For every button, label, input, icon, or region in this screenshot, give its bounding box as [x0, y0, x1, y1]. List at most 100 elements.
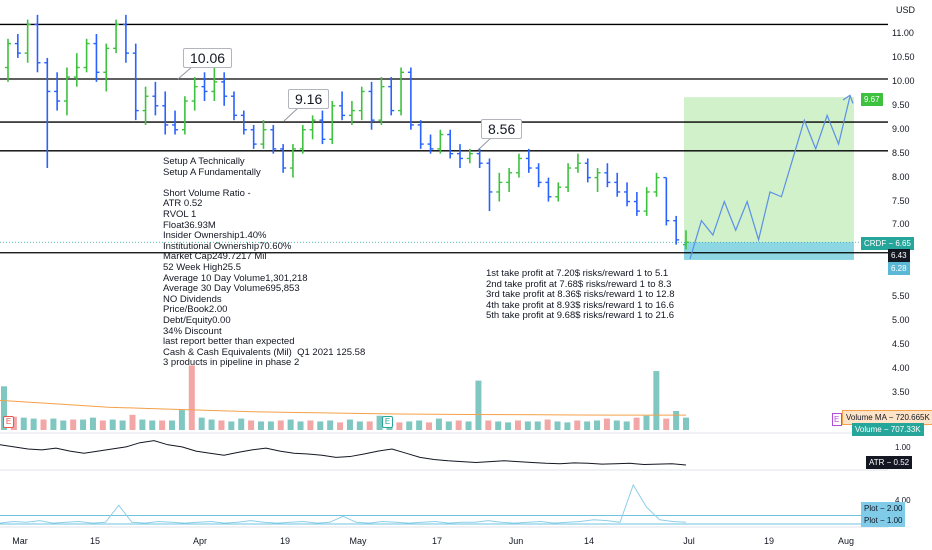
- volume-bar: [139, 419, 146, 430]
- volume-bar: [149, 420, 156, 430]
- volume-bar: [356, 421, 363, 430]
- low-price-badge: 6.28: [888, 262, 910, 275]
- price-axis-tick: 5.00: [892, 315, 910, 326]
- volume-bar: [465, 421, 472, 430]
- volume-bar: [80, 419, 87, 430]
- earnings-flag-icon[interactable]: E: [3, 416, 14, 428]
- volume-bar: [277, 420, 284, 430]
- volume-bar: [89, 417, 96, 430]
- volume-bar: [1, 386, 7, 430]
- volume-bar: [346, 419, 353, 430]
- volume-bar: [633, 417, 640, 430]
- volume-bar: [159, 420, 166, 430]
- plot-line: [0, 483, 687, 524]
- time-axis-tick: May: [349, 536, 367, 546]
- volume-bar: [584, 421, 591, 430]
- volume-bar: [238, 418, 245, 430]
- volume-bar: [50, 418, 57, 430]
- chart-canvas[interactable]: [0, 0, 888, 535]
- symbol-price-badge: CRDF − 6.65: [861, 237, 914, 250]
- level-callout-9-16: 9.16: [288, 89, 330, 109]
- volume-bar: [613, 420, 620, 430]
- price-axis-tick: 7.50: [892, 195, 910, 206]
- price-axis-tick: 11.00: [892, 28, 914, 38]
- volume-bar: [603, 418, 610, 430]
- volume-bar: [218, 420, 225, 430]
- level-callout-10-06: 10.06: [183, 48, 233, 68]
- volume-bar: [673, 411, 680, 430]
- volume-bar: [514, 420, 521, 430]
- projection-line: [689, 96, 851, 260]
- volume-bar: [455, 420, 462, 430]
- volume-bar: [683, 417, 689, 430]
- price-axis-tick: 4.50: [892, 339, 910, 350]
- price-axis-tick: 8.00: [892, 171, 910, 182]
- volume-bar: [574, 420, 581, 430]
- atr-axis-tick: 1.00: [895, 443, 911, 452]
- volume-bar: [435, 418, 442, 430]
- price-axis-tick: 4.00: [892, 363, 910, 374]
- atr-label: ATR − 0.52: [866, 456, 913, 469]
- time-axis-tick: Apr: [192, 536, 208, 546]
- volume-bar: [475, 380, 482, 430]
- volume-bar: [188, 365, 195, 430]
- time-axis-tick: Mar: [12, 536, 28, 546]
- volume-bar: [505, 422, 512, 430]
- currency-label: USD: [896, 5, 916, 15]
- time-axis-tick: 15: [89, 536, 101, 546]
- time-axis-tick: Aug: [837, 536, 855, 546]
- time-axis-tick: 19: [279, 536, 291, 546]
- time-axis-tick: Jul: [683, 536, 695, 546]
- stop-price-badge: 6.43: [888, 249, 910, 262]
- volume-bar: [178, 410, 185, 430]
- volume-bar: [544, 419, 551, 430]
- volume-bar: [653, 371, 660, 430]
- last-target-price-badge: 9.67: [861, 93, 883, 106]
- stop-zone: [684, 242, 854, 260]
- callout-leader: [177, 65, 194, 80]
- price-axis-tick: 5.50: [892, 291, 910, 302]
- time-axis-tick: 14: [583, 536, 595, 546]
- volume-bar: [376, 415, 383, 430]
- volume-bar: [99, 420, 106, 430]
- time-axis-tick: 17: [431, 536, 443, 546]
- earnings-flag-icon[interactable]: E: [382, 416, 393, 428]
- callout-leader: [283, 107, 299, 122]
- atr-line: [0, 440, 687, 466]
- volume-bar: [426, 422, 433, 430]
- volume-bar: [307, 420, 314, 430]
- volume-bar: [40, 419, 47, 430]
- volume-bar: [267, 421, 274, 430]
- volume-bar: [198, 417, 205, 430]
- volume-bar: [297, 421, 304, 430]
- volume-ma-line: [0, 399, 686, 416]
- price-axis-tick: 10.00: [892, 75, 915, 86]
- volume-bar: [30, 418, 37, 430]
- volume-bar: [554, 421, 561, 430]
- volume-bar: [623, 421, 630, 430]
- price-axis-tick: 9.00: [892, 123, 910, 134]
- projection-arrow-icon: [842, 94, 854, 104]
- price-axis-tick: 7.00: [892, 219, 910, 230]
- volume-bar: [327, 420, 334, 430]
- volume-bar: [257, 421, 264, 430]
- volume-bar: [109, 419, 116, 430]
- earnings-marker-icon: E: [832, 413, 842, 426]
- volume-bar: [534, 421, 541, 430]
- time-axis-tick: 19: [763, 536, 775, 546]
- volume-bar: [643, 415, 650, 430]
- volume-bar: [287, 419, 294, 430]
- volume-bar: [20, 417, 27, 430]
- volume-bar: [564, 422, 571, 430]
- price-axis-tick: 9.50: [892, 99, 910, 110]
- volume-bar: [129, 414, 136, 430]
- plot-2-label: Plot − 2.00: [861, 502, 906, 515]
- volume-bar: [70, 419, 77, 430]
- volume-bar: [60, 420, 67, 430]
- price-axis-tick: 10.50: [892, 51, 915, 62]
- volume-bar: [406, 421, 413, 430]
- volume-bar: [366, 421, 373, 430]
- volume-bar: [396, 422, 403, 430]
- volume-bar: [208, 419, 215, 430]
- volume-bar: [445, 421, 452, 430]
